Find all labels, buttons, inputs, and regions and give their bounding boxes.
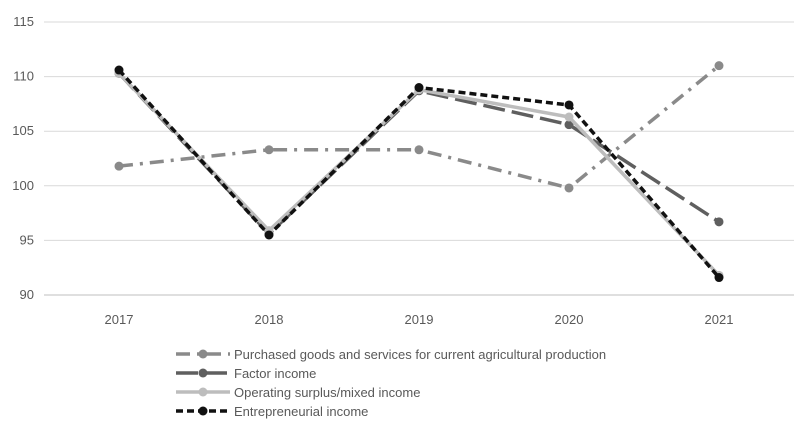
- legend: Purchased goods and services for current…: [176, 347, 606, 419]
- legend-label: Operating surplus/mixed income: [234, 385, 420, 400]
- data-point: [415, 145, 424, 154]
- y-tick-label: 100: [12, 178, 34, 193]
- x-tick-label: 2020: [555, 312, 584, 327]
- x-axis: 2017 2018 2019 2020 2021: [105, 312, 734, 327]
- series-line: [119, 70, 719, 277]
- legend-item: Factor income: [176, 366, 316, 381]
- y-tick-label: 110: [13, 69, 34, 84]
- legend-label: Factor income: [234, 366, 316, 381]
- y-tick-label: 95: [20, 232, 34, 247]
- y-tick-label: 105: [12, 123, 34, 138]
- y-tick-label: 90: [20, 287, 34, 302]
- data-point: [415, 83, 424, 92]
- legend-item: Purchased goods and services for current…: [176, 347, 606, 362]
- legend-label: Purchased goods and services for current…: [234, 347, 606, 362]
- y-tick-label: 115: [13, 14, 34, 29]
- data-point: [265, 145, 274, 154]
- data-point: [115, 162, 124, 171]
- legend-item: Entrepreneurial income: [176, 404, 368, 419]
- x-tick-label: 2021: [705, 312, 734, 327]
- series-3: [115, 69, 724, 280]
- legend-label: Entrepreneurial income: [234, 404, 368, 419]
- x-tick-label: 2017: [105, 312, 134, 327]
- data-point: [715, 61, 724, 70]
- legend-swatch-marker: [199, 388, 208, 397]
- legend-swatch-marker: [199, 407, 208, 416]
- x-tick-label: 2018: [255, 312, 284, 327]
- data-point: [565, 183, 574, 192]
- legend-swatch-marker: [199, 350, 208, 359]
- legend-item: Operating surplus/mixed income: [176, 385, 420, 400]
- data-point: [565, 100, 574, 109]
- series-group: [115, 61, 724, 282]
- legend-swatch-marker: [199, 369, 208, 378]
- series-4: [115, 66, 724, 282]
- data-point: [565, 113, 574, 122]
- grid-lines: [44, 22, 794, 295]
- data-point: [715, 273, 724, 282]
- series-1: [115, 61, 724, 192]
- data-point: [115, 66, 124, 75]
- data-point: [265, 230, 274, 239]
- x-tick-label: 2019: [405, 312, 434, 327]
- y-axis: 90 95 100 105 110 115: [12, 14, 34, 302]
- data-point: [715, 217, 724, 226]
